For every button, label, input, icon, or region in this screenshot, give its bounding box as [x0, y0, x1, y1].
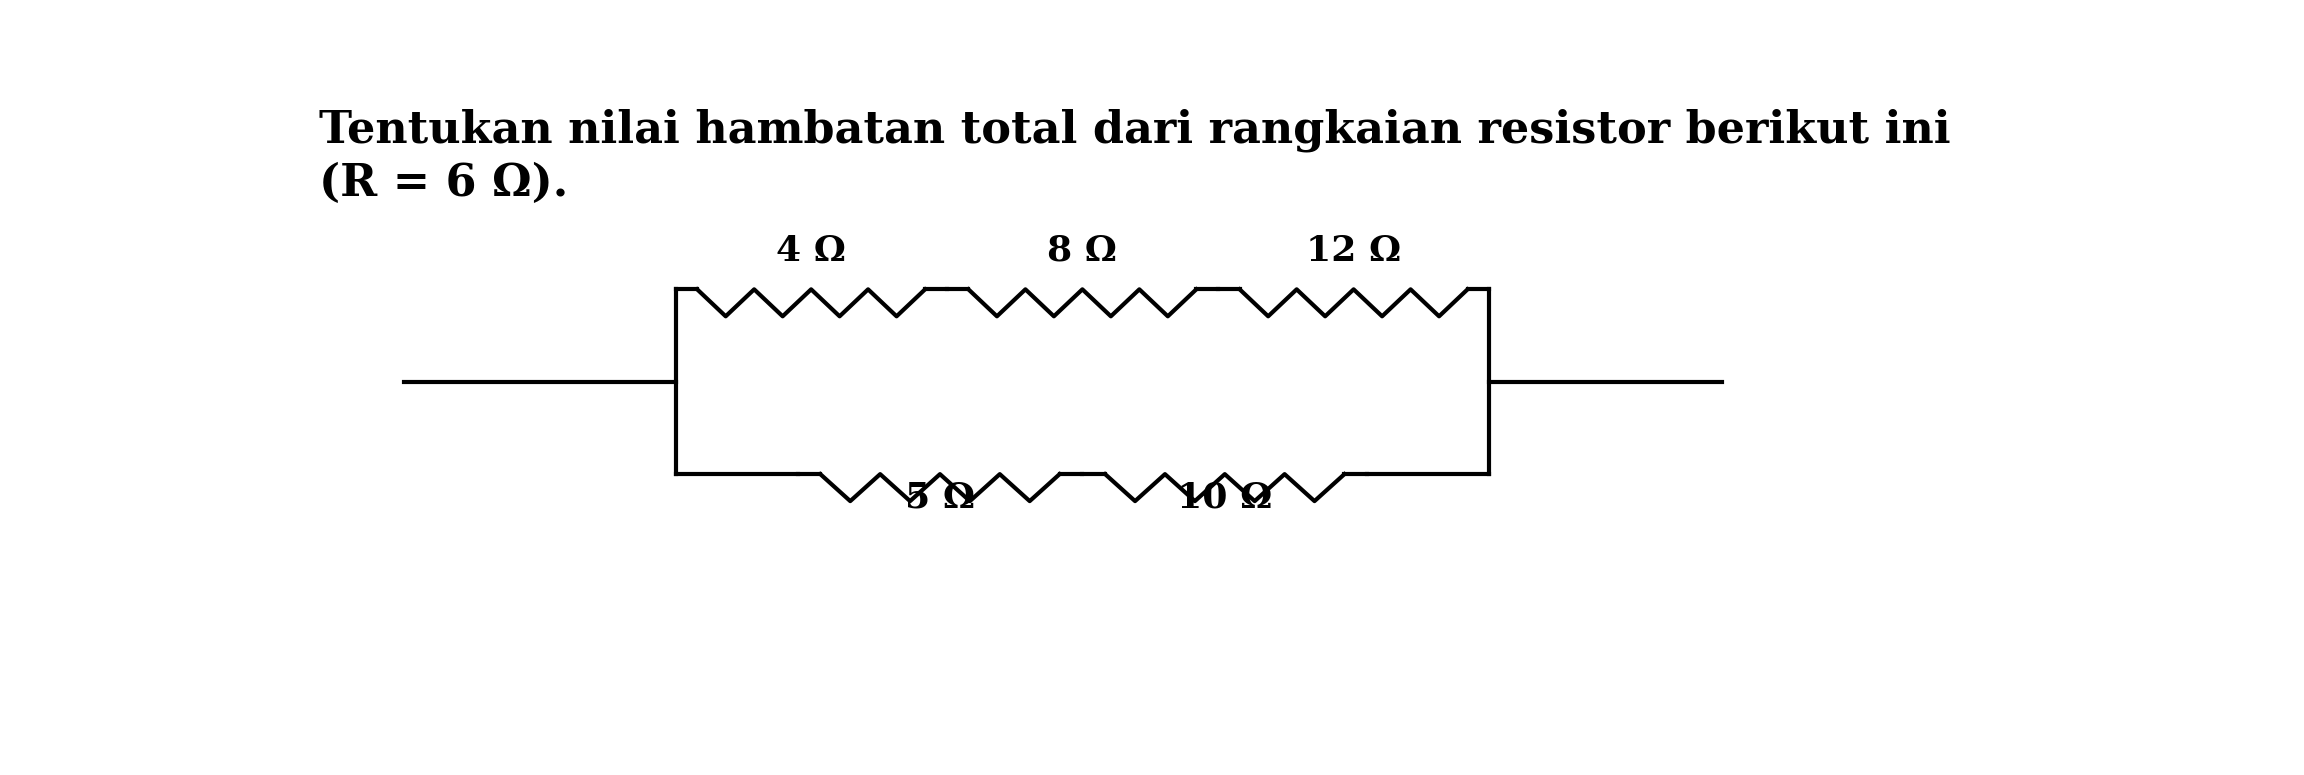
Text: (R = 6 Ω).: (R = 6 Ω).	[318, 162, 569, 205]
Text: 12 Ω: 12 Ω	[1306, 234, 1401, 268]
Text: 10 Ω: 10 Ω	[1177, 480, 1272, 515]
Text: 4 Ω: 4 Ω	[776, 234, 846, 268]
Text: 8 Ω: 8 Ω	[1048, 234, 1117, 268]
Text: Tentukan nilai hambatan total dari rangkaian resistor berikut ini: Tentukan nilai hambatan total dari rangk…	[318, 109, 1951, 152]
Text: 5 Ω: 5 Ω	[905, 480, 975, 515]
